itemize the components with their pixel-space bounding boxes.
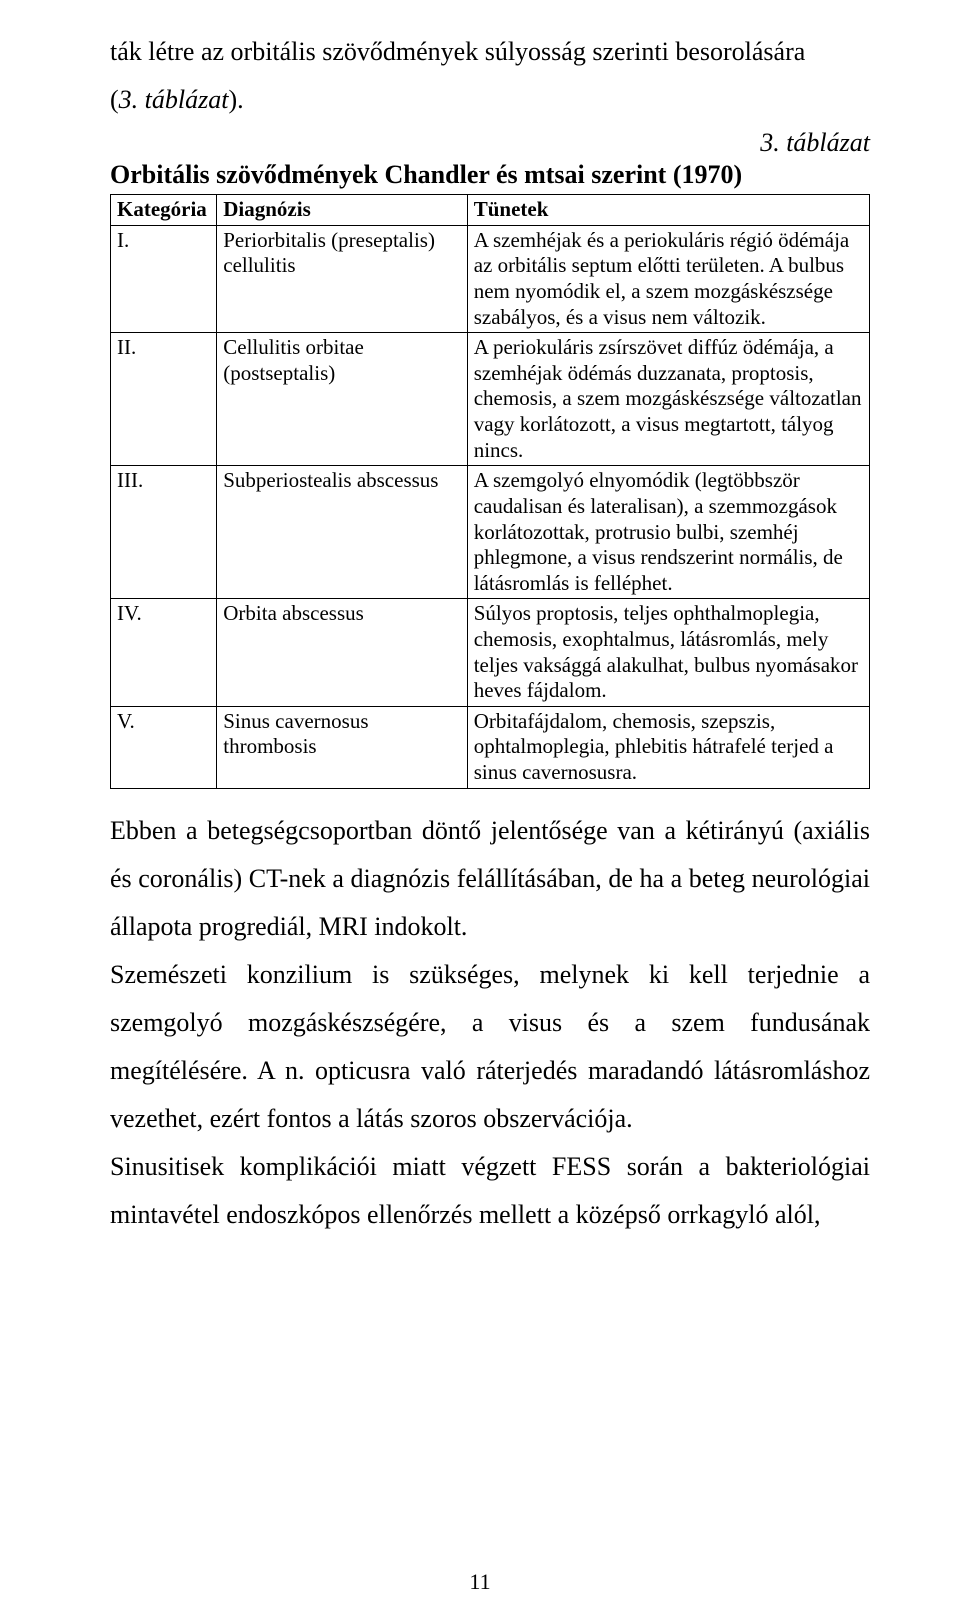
header-symptoms: Tünetek xyxy=(467,195,869,226)
intro-line-2-italic: 3. táblázat xyxy=(119,85,229,114)
cell-category: IV. xyxy=(111,599,217,706)
cell-category: III. xyxy=(111,466,217,599)
intro-paragraph: ták létre az orbitális szövődmények súly… xyxy=(110,28,870,124)
table-row: V. Sinus cavernosus thrombosis Orbitafáj… xyxy=(111,706,870,788)
header-category: Kategória xyxy=(111,195,217,226)
table-caption: 3. táblázat xyxy=(110,128,870,158)
body-paragraph-3: Sinusitisek komplikációi miatt végzett F… xyxy=(110,1152,870,1229)
cell-category: II. xyxy=(111,333,217,466)
table-row: IV. Orbita abscessus Súlyos proptosis, t… xyxy=(111,599,870,706)
body-paragraph-1: Ebben a betegségcsoportban döntő jelentő… xyxy=(110,816,870,941)
cell-diagnosis: Periorbitalis (preseptalis) cellulitis xyxy=(217,225,467,332)
cell-symptoms: Súlyos proptosis, teljes ophthalmoplegia… xyxy=(467,599,869,706)
classification-table: Kategória Diagnózis Tünetek I. Periorbit… xyxy=(110,194,870,788)
table-row: III. Subperiostealis abscessus A szemgol… xyxy=(111,466,870,599)
intro-line-2-open: ( xyxy=(110,85,119,114)
cell-category: V. xyxy=(111,706,217,788)
cell-diagnosis: Cellulitis orbitae (postseptalis) xyxy=(217,333,467,466)
document-page: ták létre az orbitális szövődmények súly… xyxy=(0,0,960,1615)
header-diagnosis: Diagnózis xyxy=(217,195,467,226)
table-title: Orbitális szövődmények Chandler és mtsai… xyxy=(110,160,870,190)
cell-symptoms: A szemhéjak és a periokuláris régió ödém… xyxy=(467,225,869,332)
cell-diagnosis: Subperiostealis abscessus xyxy=(217,466,467,599)
cell-diagnosis: Sinus cavernosus thrombosis xyxy=(217,706,467,788)
body-paragraphs: Ebben a betegségcsoportban döntő jelentő… xyxy=(110,807,870,1240)
cell-symptoms: A szemgolyó elnyomódik (legtöbbször caud… xyxy=(467,466,869,599)
cell-category: I. xyxy=(111,225,217,332)
page-number: 11 xyxy=(0,1569,960,1595)
table-row: II. Cellulitis orbitae (postseptalis) A … xyxy=(111,333,870,466)
cell-diagnosis: Orbita abscessus xyxy=(217,599,467,706)
intro-line-2-close: ). xyxy=(228,85,243,114)
intro-line-1: ták létre az orbitális szövődmények súly… xyxy=(110,37,805,66)
cell-symptoms: Orbitafájdalom, chemosis, szepszis, opht… xyxy=(467,706,869,788)
table-header-row: Kategória Diagnózis Tünetek xyxy=(111,195,870,226)
body-paragraph-2: Szemészeti konzilium is szükséges, melyn… xyxy=(110,960,870,1133)
table-row: I. Periorbitalis (preseptalis) celluliti… xyxy=(111,225,870,332)
cell-symptoms: A periokuláris zsírszövet diffúz ödémája… xyxy=(467,333,869,466)
